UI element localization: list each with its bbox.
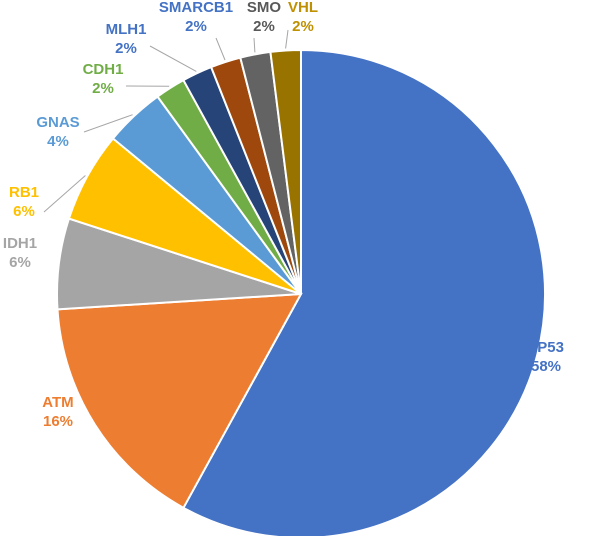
slice-label-value: 2% [185, 18, 207, 35]
slice-label-atm: ATM 16% [42, 394, 73, 430]
slice-label-smarcb1: SMARCB1 2% [159, 0, 233, 35]
slice-label-name: GNAS [36, 114, 79, 131]
slice-label-idh1: IDH1 6% [3, 235, 37, 271]
slice-label-name: SMARCB1 [159, 0, 233, 16]
slice-label-value: 2% [253, 18, 275, 35]
slice-label-name: VHL [288, 0, 318, 16]
slice-label-value: 58% [531, 358, 561, 375]
slice-label-name: RB1 [9, 184, 39, 201]
slice-label-value: 6% [13, 203, 35, 220]
slice-label-smo: SMO 2% [247, 0, 282, 35]
leader-line-smo [253, 37, 256, 53]
slice-label-name: SMO [247, 0, 282, 16]
slice-label-value: 2% [92, 80, 114, 97]
slice-label-name: TP53 [528, 339, 564, 356]
slice-label-value: 2% [292, 18, 314, 35]
slice-label-value: 4% [47, 133, 69, 150]
leader-line-mlh1 [149, 45, 197, 72]
slice-label-name: IDH1 [3, 235, 37, 252]
slice-label-value: 16% [43, 413, 73, 430]
slice-label-name: MLH1 [106, 21, 147, 38]
slice-label-cdh1: CDH1 2% [83, 61, 124, 97]
slice-label-gnas: GNAS 4% [36, 114, 79, 150]
slice-label-name: ATM [42, 394, 73, 411]
pie-slice-tp53 [182, 48, 546, 536]
leader-line-rb1 [43, 175, 86, 213]
leader-line-vhl [285, 29, 289, 49]
slice-label-value: 2% [115, 40, 137, 57]
slice-label-mlh1: MLH1 2% [106, 21, 147, 57]
pie-slice-atm [56, 292, 303, 510]
slice-label-rb1: RB1 6% [9, 184, 39, 220]
slice-label-tp53: TP53 58% [528, 339, 564, 375]
slice-labels: TP53 58%ATM 16%IDH1 6%RB1 6%GNAS 4%CDH1 2%MLH1… [3, 0, 564, 430]
leader-lines [43, 29, 289, 213]
slice-label-name: CDH1 [83, 61, 124, 78]
leader-line-gnas [83, 114, 133, 133]
pie-slice-vhl [269, 48, 302, 295]
slice-label-vhl: VHL 2% [288, 0, 318, 35]
leader-line-smarcb1 [215, 37, 226, 61]
slice-label-value: 6% [9, 254, 31, 271]
pie-slices [56, 48, 546, 536]
